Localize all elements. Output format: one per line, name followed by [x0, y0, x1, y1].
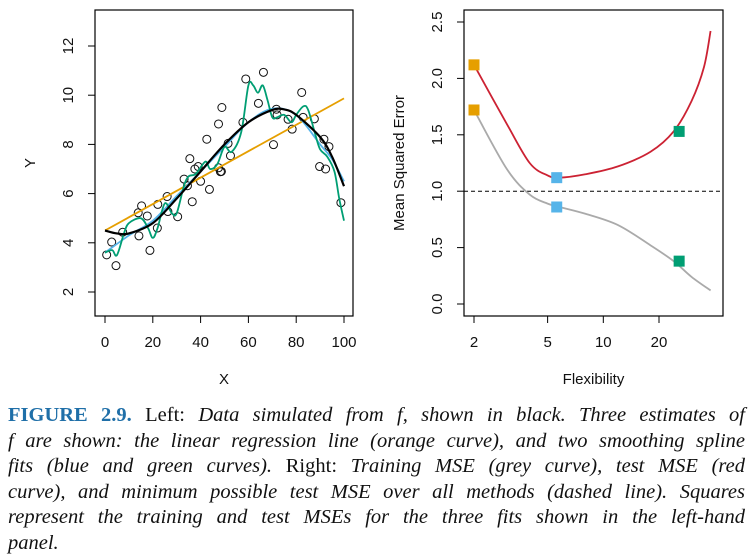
caption-line: represent the training and test MSEs for…	[8, 505, 745, 531]
caption-line: f are shown: the linear regression line …	[8, 429, 745, 455]
data-point	[297, 87, 307, 97]
test-mse-curve	[473, 30, 712, 179]
y-tick-label: 4	[60, 239, 77, 247]
y-tick-label: 0.5	[429, 237, 446, 258]
linear-regression-line	[104, 97, 345, 232]
caption-text: fits (blue and green curves).	[8, 455, 286, 477]
data-point	[216, 166, 226, 176]
data-point	[268, 140, 278, 150]
y-axis-label: Y	[22, 158, 39, 168]
plot-frame	[94, 9, 354, 317]
data-point	[173, 212, 183, 222]
data-point	[107, 237, 117, 247]
caption-line: curve), and minimum possible test MSE ov…	[8, 480, 745, 506]
caption-text: f are shown: the linear regression line …	[8, 429, 745, 452]
figure: 0 20 40 60 80 100 2 4 6 8 10 12 X Y 2 5 10 20 0.0 0.5 1.0 1.…	[22, 9, 724, 388]
data-point	[204, 184, 214, 194]
left-panel: 0 20 40 60 80 100 2 4 6 8 10 12 X Y	[22, 9, 357, 388]
mse-square-marker	[673, 255, 685, 267]
caption-text: represent the training and test MSEs for…	[8, 506, 745, 528]
x-axis-label: X	[219, 371, 229, 388]
x-tick-label: 2	[470, 334, 478, 351]
caption-text: Training MSE (grey curve), test MSE (red	[350, 455, 745, 477]
figure-caption: FIGURE 2.9. Left: Data simulated from f,…	[8, 403, 745, 556]
right-panel: 2 5 10 20 0.0 0.5 1.0 1.5 2.0 2.5 Flexibility Mean …	[391, 9, 724, 388]
data-point	[145, 245, 155, 255]
y-tick-label: 1.5	[429, 124, 446, 145]
x-tick-label: 0	[101, 334, 109, 351]
x-tick-label: 20	[144, 334, 161, 351]
mse-square-marker	[468, 104, 480, 116]
y-tick-label: 2.0	[429, 68, 446, 89]
x-tick-label: 10	[595, 334, 612, 351]
y-tick-label: 1.0	[429, 181, 446, 202]
caption-line: panel.	[8, 531, 745, 557]
y-tick-label: 2.5	[429, 12, 446, 33]
caption-text: curve), and minimum possible test MSE ov…	[8, 480, 745, 503]
true-function-curve	[104, 107, 346, 236]
x-tick-label: 20	[651, 334, 668, 351]
data-point	[321, 164, 331, 174]
mse-square-marker	[551, 172, 563, 184]
data-point	[134, 231, 144, 241]
data-point	[258, 67, 268, 77]
y-axis-label: Mean Squared Error	[391, 95, 408, 231]
data-point	[185, 154, 195, 164]
plot-frame	[463, 9, 724, 317]
caption-text: Data simulated from f, shown in black. T…	[198, 404, 745, 426]
y-tick-label: 2	[60, 288, 77, 296]
data-point	[187, 197, 197, 207]
smooth-spline-blue	[104, 107, 345, 254]
figure-label: FIGURE 2.9.	[8, 404, 132, 426]
y-tick-label: 12	[60, 38, 77, 55]
x-tick-label: 5	[543, 334, 551, 351]
data-point	[214, 119, 224, 129]
data-point	[162, 192, 172, 202]
mse-square-marker	[551, 201, 563, 213]
caption-text: Right:	[285, 455, 351, 477]
data-point	[241, 74, 251, 84]
y-tick-label: 8	[60, 140, 77, 148]
x-axis-label: Flexibility	[563, 371, 625, 388]
mse-square-marker	[673, 125, 685, 137]
smooth-spline-green	[104, 80, 345, 257]
caption-line: fits (blue and green curves). Right: Tra…	[8, 454, 745, 480]
caption-text: panel.	[8, 531, 59, 554]
y-tick-label: 10	[60, 87, 77, 104]
x-tick-label: 80	[288, 334, 305, 351]
caption-line: FIGURE 2.9. Left: Data simulated from f,…	[8, 403, 745, 429]
data-point	[111, 261, 121, 271]
x-tick-label: 100	[331, 334, 356, 351]
x-tick-label: 40	[192, 334, 209, 351]
x-tick-label: 60	[240, 334, 257, 351]
data-point	[142, 211, 152, 221]
data-point	[217, 103, 227, 112]
data-point	[253, 98, 263, 108]
data-point	[315, 162, 325, 172]
mse-square-marker	[468, 59, 480, 71]
data-point	[152, 223, 162, 233]
y-tick-label: 6	[60, 189, 77, 197]
caption-text: Left:	[131, 404, 199, 426]
data-point	[283, 114, 293, 124]
data-point	[202, 134, 212, 144]
y-tick-label: 0.0	[429, 294, 446, 315]
